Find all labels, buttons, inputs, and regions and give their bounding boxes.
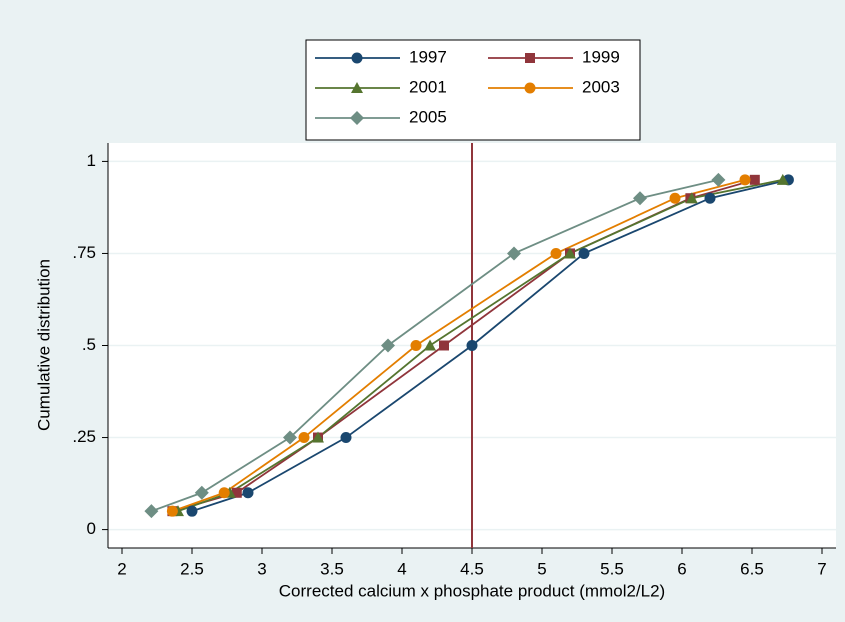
marker <box>704 192 716 204</box>
marker <box>231 487 242 498</box>
x-tick-label: 2 <box>117 559 126 578</box>
legend-label: 1999 <box>582 47 620 66</box>
x-tick-label: 4.5 <box>460 559 484 578</box>
marker <box>350 111 364 125</box>
x-tick-label: 7 <box>817 559 826 578</box>
legend-label: 2003 <box>582 77 620 96</box>
marker <box>351 82 363 93</box>
marker <box>351 52 363 64</box>
x-tick-label: 6 <box>677 559 686 578</box>
y-axis-label: Cumulative distribution <box>34 259 53 431</box>
x-tick-label: 4 <box>397 559 406 578</box>
marker <box>439 340 449 351</box>
x-tick-label: 2.5 <box>180 559 204 578</box>
legend-label: 2001 <box>409 77 447 96</box>
marker <box>550 247 562 259</box>
marker <box>711 172 726 187</box>
x-tick-label: 3.5 <box>320 559 344 578</box>
y-tick-label: .25 <box>72 427 96 446</box>
marker <box>578 247 590 259</box>
marker <box>166 505 178 517</box>
marker <box>749 174 760 185</box>
marker <box>525 53 535 63</box>
marker <box>424 339 436 351</box>
marker <box>524 82 536 94</box>
marker <box>466 340 478 351</box>
x-tick-label: 6.5 <box>740 559 764 578</box>
y-tick-label: .75 <box>72 243 96 262</box>
x-axis-label: Corrected calcium x phosphate product (m… <box>279 581 665 600</box>
marker <box>410 340 422 351</box>
x-tick-label: 5.5 <box>600 559 624 578</box>
marker <box>669 192 681 204</box>
marker <box>186 505 198 517</box>
y-tick-label: .5 <box>82 335 96 354</box>
marker <box>218 487 230 499</box>
marker <box>298 432 310 444</box>
y-tick-label: 0 <box>87 519 96 538</box>
y-tick-label: 1 <box>87 151 96 170</box>
marker <box>739 174 751 186</box>
marker <box>283 430 297 445</box>
marker <box>633 191 647 206</box>
x-tick-label: 5 <box>537 559 546 578</box>
marker <box>507 246 521 261</box>
marker <box>381 338 395 353</box>
marker <box>144 504 159 519</box>
marker <box>312 431 324 443</box>
marker <box>776 173 789 185</box>
marker <box>242 487 254 499</box>
legend-label: 1997 <box>409 47 447 66</box>
marker <box>340 432 352 444</box>
marker <box>194 485 209 500</box>
legend-label: 2005 <box>409 107 447 126</box>
x-tick-label: 3 <box>257 559 266 578</box>
marker <box>685 192 698 204</box>
marker <box>564 247 576 259</box>
